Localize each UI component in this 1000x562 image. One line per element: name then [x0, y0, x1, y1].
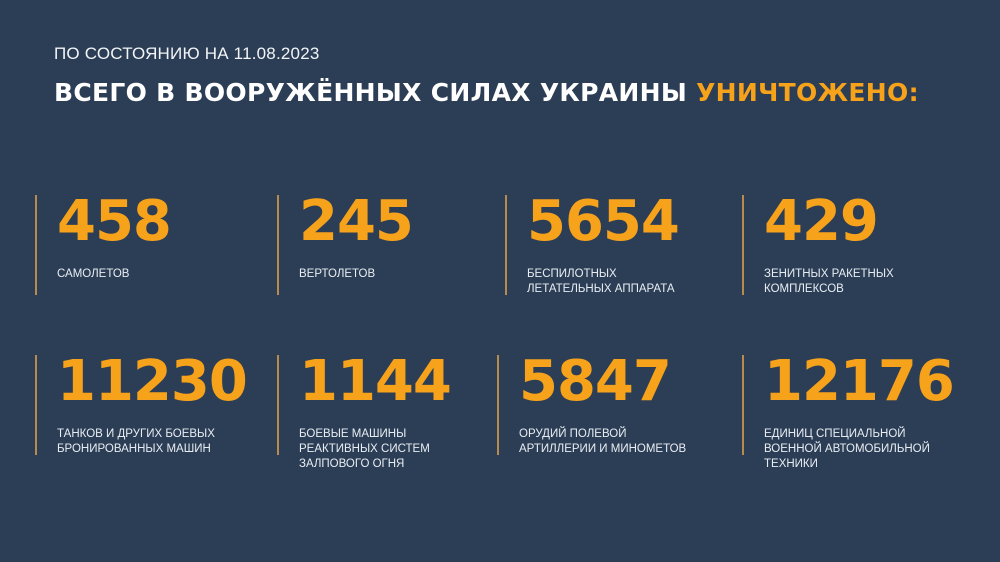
stat-label: ВЕРТОЛЕТОВ [299, 268, 376, 280]
divider [35, 195, 37, 295]
stat-value: 1144 [299, 349, 452, 414]
stat-label: БЕСПИЛОТНЫХ ЛЕТАТЕЛЬНЫХ АППАРАТА [527, 268, 675, 295]
stat-label: ЗЕНИТНЫХ РАКЕТНЫХ КОМПЛЕКСОВ [764, 268, 894, 295]
stat-value: 5847 [519, 349, 672, 414]
title-main: ВСЕГО В ВООРУЖЁННЫХ СИЛАХ УКРАИНЫ [54, 78, 697, 107]
date-line: ПО СОСТОЯНИЮ НА 11.08.2023 [54, 44, 320, 63]
divider [505, 195, 507, 295]
divider [35, 355, 37, 455]
page-title: ВСЕГО В ВООРУЖЁННЫХ СИЛАХ УКРАИНЫ УНИЧТО… [54, 78, 919, 107]
stat-label: САМОЛЕТОВ [57, 268, 130, 280]
stat-label: ТАНКОВ И ДРУГИХ БОЕВЫХ БРОНИРОВАННЫХ МАШ… [57, 428, 215, 455]
stat-label: БОЕВЫЕ МАШИНЫ РЕАКТИВНЫХ СИСТЕМ ЗАЛПОВОГ… [299, 428, 430, 470]
divider [277, 195, 279, 295]
divider [742, 195, 744, 295]
divider [742, 355, 744, 455]
divider [277, 355, 279, 455]
title-highlight: УНИЧТОЖЕНО: [696, 78, 919, 107]
stat-value: 12176 [764, 349, 955, 414]
stat-value: 11230 [57, 349, 248, 414]
stat-value: 5654 [527, 189, 680, 254]
stat-value: 429 [764, 189, 879, 254]
stat-label: ОРУДИЙ ПОЛЕВОЙ АРТИЛЛЕРИИ И МИНОМЕТОВ [519, 428, 687, 455]
stat-label: ЕДИНИЦ СПЕЦИАЛЬНОЙ ВОЕННОЙ АВТОМОБИЛЬНОЙ… [764, 428, 930, 470]
stat-value: 245 [299, 189, 414, 254]
divider [497, 355, 499, 455]
stat-value: 458 [57, 189, 172, 254]
